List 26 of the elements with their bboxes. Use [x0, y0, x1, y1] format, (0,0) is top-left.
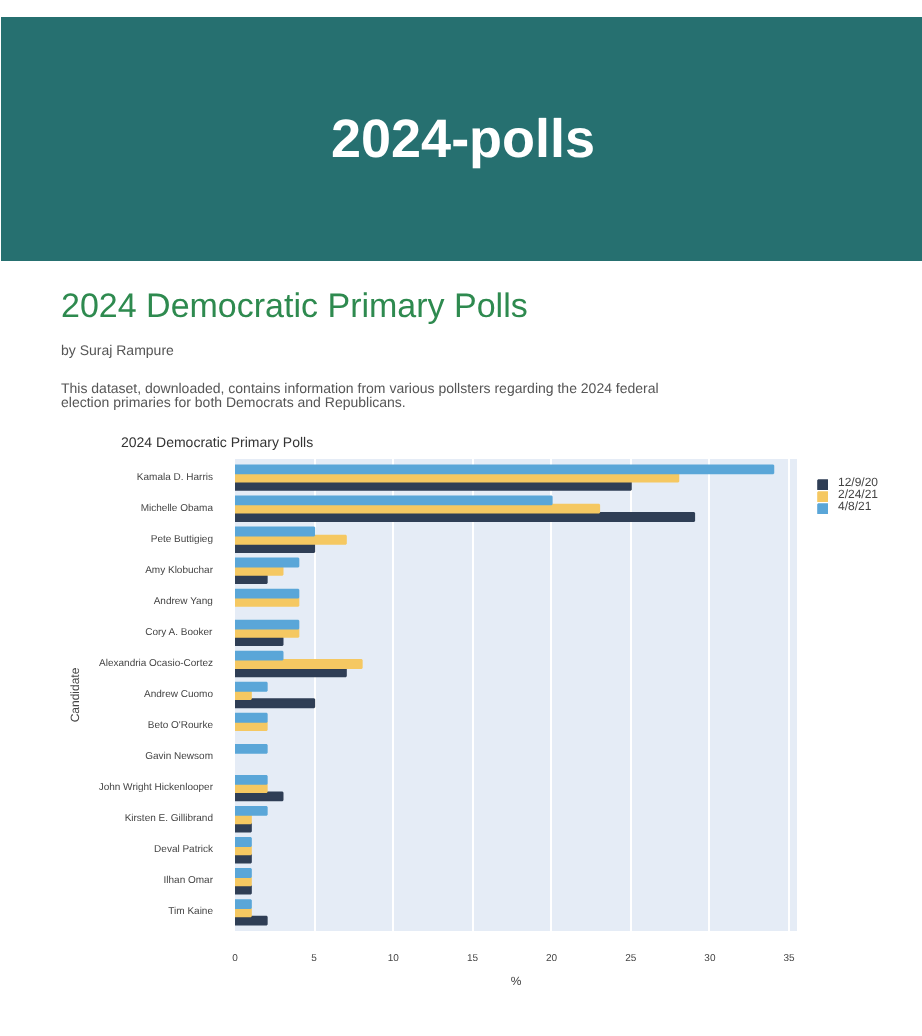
- bar: [235, 557, 300, 568]
- bar: [235, 495, 553, 506]
- bar: [235, 774, 268, 785]
- bar: [235, 503, 601, 514]
- bar: [235, 650, 284, 661]
- bar: [235, 681, 268, 692]
- bar: [235, 526, 316, 537]
- bar: [235, 837, 252, 847]
- bar: [235, 588, 300, 599]
- bar: [235, 659, 363, 669]
- bar: [235, 868, 252, 878]
- bar: [235, 596, 300, 607]
- bar: [235, 565, 284, 576]
- bar: [235, 712, 268, 723]
- bar: [235, 472, 680, 483]
- bar: [235, 915, 268, 926]
- bar: [235, 698, 316, 709]
- bar: [235, 464, 775, 475]
- bar: [235, 806, 268, 816]
- text: 2024 Democratic Primary Polls: [61, 287, 528, 325]
- bar: [235, 899, 252, 910]
- chart-title: 2024-polls: [331, 109, 596, 169]
- bar: [235, 884, 252, 895]
- bar: [235, 534, 347, 545]
- bar: [235, 743, 268, 754]
- bar: [235, 619, 300, 630]
